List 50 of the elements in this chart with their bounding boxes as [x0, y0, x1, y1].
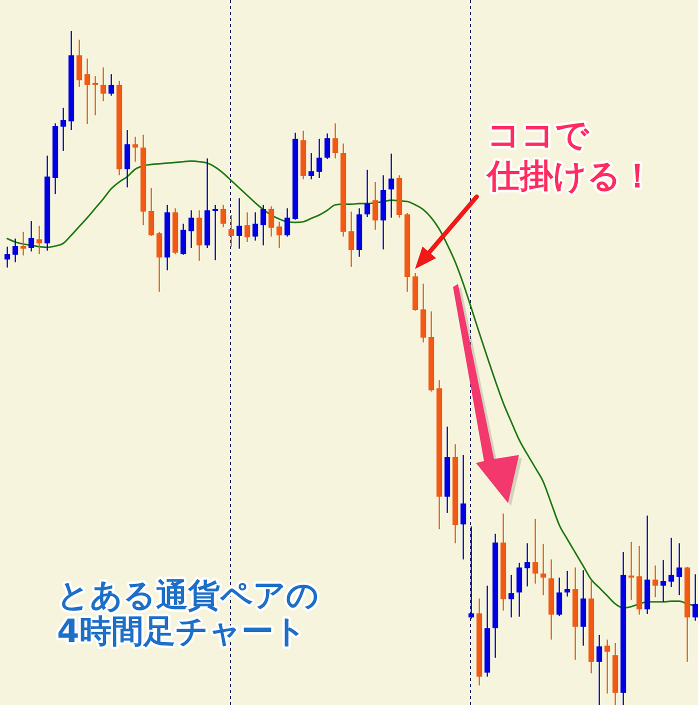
- candlestick: [468, 526, 474, 620]
- candlestick: [284, 208, 290, 238]
- candlestick: [532, 518, 538, 584]
- candlestick: [92, 76, 98, 116]
- candlestick: [628, 541, 634, 600]
- candlestick: [660, 559, 666, 602]
- candlestick: [676, 542, 682, 596]
- annotation: ココで: [487, 115, 590, 154]
- candlestick: [460, 454, 466, 560]
- candlestick: [268, 206, 274, 238]
- candlestick: [388, 153, 394, 218]
- candlestick: [652, 564, 658, 598]
- annotation: とある通貨ペアの: [57, 576, 319, 614]
- candlestick: [332, 122, 338, 159]
- candlestick: [188, 210, 194, 249]
- candlestick: [668, 537, 674, 588]
- candlestick: [508, 574, 514, 618]
- candlestick: [12, 238, 18, 263]
- candlestick: [28, 220, 34, 252]
- annotation: 仕掛ける！: [485, 156, 654, 195]
- candlestick: [348, 211, 354, 268]
- candlestick: [84, 58, 90, 125]
- annotation: 4時間足チャート: [57, 612, 306, 650]
- candlestick: [324, 132, 330, 160]
- candlestick: [108, 74, 114, 96]
- candlestick: [524, 542, 530, 587]
- candlestick: [252, 212, 258, 242]
- candlestick: [556, 577, 562, 617]
- candlestick: [596, 634, 602, 705]
- candlestick: [276, 221, 282, 249]
- candlestick: [372, 181, 378, 230]
- candlestick: [20, 231, 26, 256]
- candlestick: [692, 574, 698, 622]
- candlestick: [228, 214, 234, 248]
- candlestick: [364, 169, 370, 218]
- candlestick: [316, 138, 322, 179]
- candlestick: [220, 204, 226, 228]
- candlestick: [132, 136, 138, 162]
- candlestick: [36, 225, 42, 255]
- candlestick: [260, 204, 266, 246]
- candlestick: [564, 570, 570, 598]
- candlestick: [540, 543, 546, 596]
- candlestick: [244, 212, 250, 243]
- candlestick: [212, 204, 218, 261]
- candlestick: [236, 198, 242, 250]
- candlestick: [308, 152, 314, 180]
- candlestick: [604, 639, 610, 694]
- candlestick: [4, 246, 10, 268]
- candlestick: [100, 66, 106, 102]
- candlestick: [60, 107, 66, 152]
